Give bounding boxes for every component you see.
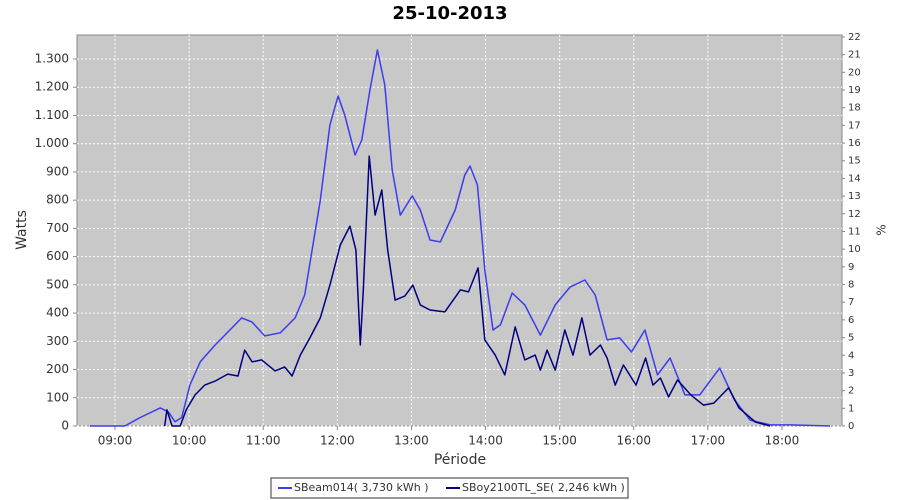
- y-tick-label: 600: [46, 249, 69, 263]
- y2-tick-label: 11: [848, 226, 861, 237]
- y-tick-label: 0: [61, 419, 69, 433]
- y-tick-label: 1.300: [35, 51, 69, 65]
- y2-tick-label: 6: [848, 315, 854, 326]
- y-tick-label: 100: [46, 390, 69, 404]
- plot-area: [76, 34, 843, 427]
- y2-tick-label: 8: [848, 280, 854, 291]
- y2-tick-label: 3: [848, 368, 854, 379]
- x-tick-label: 18:00: [765, 434, 800, 448]
- x-tick-label: 10:00: [172, 434, 207, 448]
- legend-label: SBoy2100TL_SE( 2,246 kWh ): [462, 481, 625, 494]
- y-axis-label: Watts: [14, 210, 30, 250]
- x-axis-label: Période: [434, 452, 486, 468]
- y2-tick-label: 22: [848, 32, 861, 43]
- y-tick-label: 1.200: [35, 80, 69, 94]
- y2-tick-label: 2: [848, 386, 854, 397]
- y2-tick-label: 9: [848, 262, 854, 273]
- x-tick-label: 12:00: [320, 434, 355, 448]
- x-tick-label: 17:00: [691, 434, 726, 448]
- y2-tick-label: 10: [848, 244, 861, 255]
- y2-tick-label: 4: [848, 350, 854, 361]
- y2-tick-label: 20: [848, 67, 861, 78]
- y-tick-label: 1.100: [35, 108, 69, 122]
- y-tick-label: 900: [46, 164, 69, 178]
- y2-tick-label: 21: [848, 50, 861, 61]
- x-tick-label: 11:00: [246, 434, 281, 448]
- y2-tick-label: 1: [848, 403, 854, 414]
- y-tick-label: 800: [46, 193, 69, 207]
- y-tick-label: 1.000: [35, 136, 69, 150]
- y2-tick-label: 17: [848, 120, 861, 131]
- y2-tick-label: 13: [848, 191, 861, 202]
- y2-tick-label: 0: [848, 421, 854, 432]
- x-tick-label: 09:00: [98, 434, 133, 448]
- y2-tick-label: 5: [848, 333, 854, 344]
- y-tick-label: 500: [46, 277, 69, 291]
- y-tick-label: 200: [46, 362, 69, 376]
- x-tick-label: 15:00: [542, 434, 577, 448]
- y2-tick-label: 7: [848, 297, 854, 308]
- series-line: [163, 155, 771, 427]
- y2-tick-label: 15: [848, 156, 861, 167]
- y-tick-label: 400: [46, 306, 69, 320]
- y-tick-label: 700: [46, 221, 69, 235]
- y2-tick-label: 18: [848, 103, 861, 114]
- y2-tick-label: 14: [848, 173, 861, 184]
- y2-tick-label: 16: [848, 138, 861, 149]
- y2-tick-label: 19: [848, 85, 861, 96]
- chart-title: 25-10-2013: [392, 3, 507, 24]
- legend-label: SBeam014( 3,730 kWh ): [294, 481, 429, 494]
- y2-tick-label: 12: [848, 209, 861, 220]
- x-tick-label: 16:00: [616, 434, 651, 448]
- series-line: [89, 49, 831, 427]
- y-tick-label: 300: [46, 334, 69, 348]
- x-tick-label: 14:00: [468, 434, 503, 448]
- y2-axis-label: %: [875, 224, 889, 235]
- x-tick-label: 13:00: [394, 434, 429, 448]
